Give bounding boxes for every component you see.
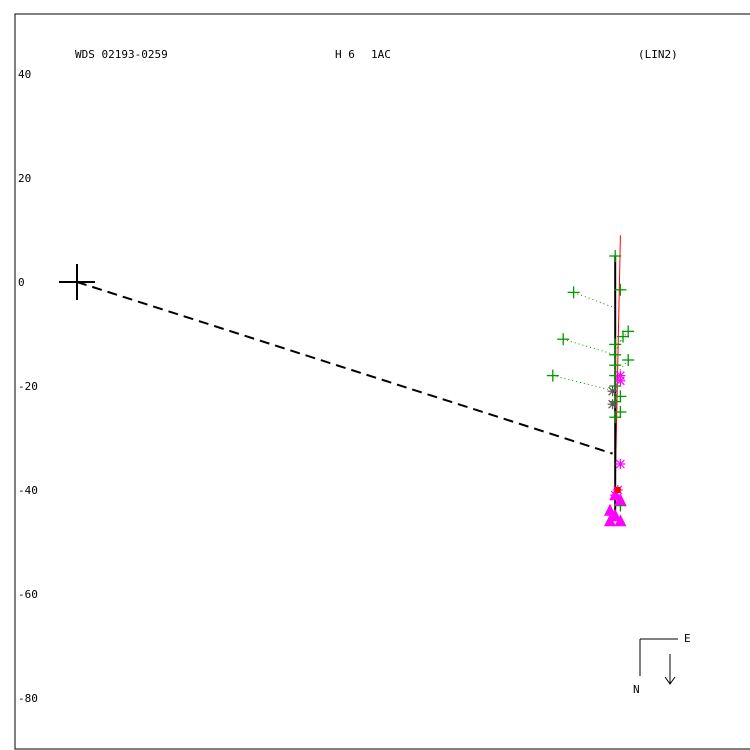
residual-connector	[573, 291, 616, 309]
green-plus-marker	[617, 330, 629, 343]
y-tick-label: -40	[18, 484, 38, 497]
green-plus-marker	[609, 250, 622, 262]
magenta-asterisk-marker	[615, 375, 626, 386]
magenta-asterisk-marker	[615, 459, 626, 469]
residual-connector	[563, 338, 616, 356]
compass-motion-arrow-head	[664, 676, 676, 685]
gray-asterisk-marker	[607, 399, 618, 410]
header-component: 1AC	[371, 48, 391, 61]
compass-north-label: N	[633, 683, 640, 696]
green-plus-marker	[609, 338, 622, 351]
green-plus-marker	[614, 406, 627, 418]
green-plus-marker	[609, 380, 622, 392]
header-discoverer: H 6	[335, 48, 355, 61]
magenta-triangle-marker	[614, 493, 627, 506]
green-plus-marker	[546, 369, 559, 382]
red-square-marker	[614, 487, 621, 493]
green-plus-marker	[557, 333, 570, 346]
magenta-triangle-marker	[604, 514, 616, 527]
magenta-triangle-marker	[609, 488, 622, 501]
green-plus-marker	[614, 283, 627, 296]
y-tick-label: -60	[18, 588, 38, 601]
green-plus-marker	[609, 359, 622, 372]
header-fit-tag: (LIN2)	[638, 48, 678, 61]
magenta-triangle-marker	[614, 514, 627, 527]
compass-east-label: E	[684, 632, 691, 645]
residual-connector	[552, 375, 616, 392]
y-axis-ticks: 40 20 0 -20 -40 -60 -80	[18, 68, 38, 705]
separation-dashed-line	[76, 281, 613, 455]
magenta-triangle-marker	[609, 509, 622, 521]
y-tick-label: 0	[18, 276, 25, 289]
green-plus-marker	[622, 354, 635, 366]
y-tick-label: -80	[18, 692, 38, 705]
green-plus-marker	[614, 390, 627, 403]
green-plus-marker	[622, 325, 635, 338]
header-wds-id: WDS 02193-0259	[75, 48, 168, 61]
y-tick-label: 40	[18, 68, 31, 81]
y-tick-label: 20	[18, 172, 31, 185]
y-tick-label: -20	[18, 380, 38, 393]
plot-frame	[14, 13, 750, 750]
gray-asterisk-marker	[607, 386, 618, 397]
green-plus-marker	[609, 411, 622, 424]
green-plus-marker	[609, 348, 622, 361]
compass-rose	[639, 638, 678, 685]
magenta-triangle-marker	[604, 503, 616, 516]
green-plus-marker	[567, 286, 580, 299]
plot-layer	[59, 235, 635, 527]
